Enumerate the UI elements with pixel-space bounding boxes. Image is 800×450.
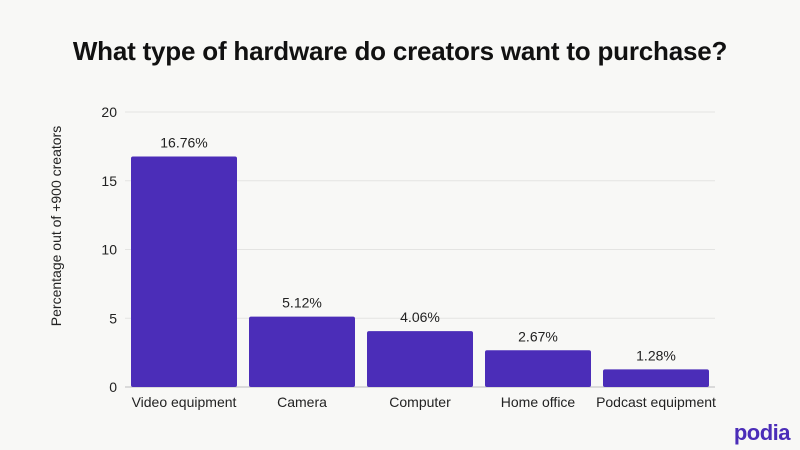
x-tick-label: Home office <box>501 394 576 410</box>
data-label: 16.76% <box>160 135 207 151</box>
data-label: 1.28% <box>636 347 676 363</box>
podia-logo: podia <box>733 420 791 445</box>
x-tick-label: Podcast equipment <box>596 394 716 410</box>
y-tick-label: 0 <box>109 379 117 395</box>
y-tick-label: 15 <box>101 173 117 189</box>
bar <box>367 331 473 387</box>
data-label: 2.67% <box>518 328 558 344</box>
y-tick-label: 5 <box>109 310 117 326</box>
bar <box>249 316 355 387</box>
x-tick-label: Computer <box>389 394 451 410</box>
y-tick-label: 20 <box>101 104 117 120</box>
bar <box>603 369 709 387</box>
bar <box>485 350 591 387</box>
x-tick-label: Camera <box>277 394 327 410</box>
data-label: 4.06% <box>400 309 440 325</box>
x-tick-label: Video equipment <box>132 394 237 410</box>
chart-title: What type of hardware do creators want t… <box>72 36 728 66</box>
y-tick-label: 10 <box>101 242 117 258</box>
bar <box>131 156 237 387</box>
data-label: 5.12% <box>282 295 322 311</box>
